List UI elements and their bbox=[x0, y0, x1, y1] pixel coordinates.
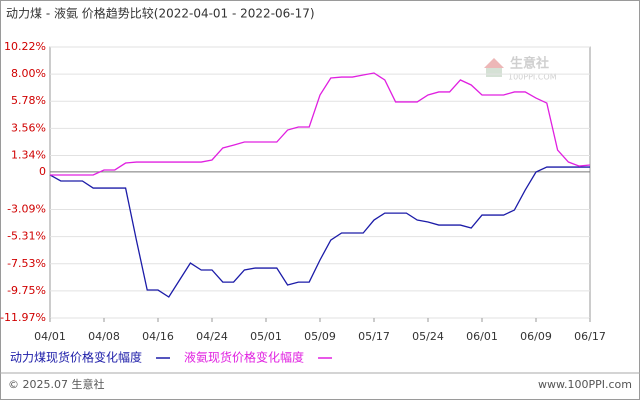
x-tick-label: 06/09 bbox=[520, 330, 552, 343]
series-line bbox=[50, 72, 591, 176]
y-tick-label: 0 bbox=[39, 165, 46, 178]
watermark-icon bbox=[484, 58, 504, 68]
footer-site: www.100PPI.com bbox=[538, 378, 632, 391]
x-tick-label: 06/01 bbox=[466, 330, 498, 343]
series-line bbox=[49, 166, 590, 298]
watermark: 生意社 100PPI.COM bbox=[484, 56, 557, 82]
footer-copyright: © 2025.07 生意社 bbox=[8, 377, 104, 391]
y-tick-label: -5.31% bbox=[7, 230, 46, 243]
y-tick-label: 8.00% bbox=[11, 67, 46, 80]
y-tick-label: 5.78% bbox=[11, 94, 46, 107]
x-tick-label: 04/01 bbox=[34, 330, 66, 343]
x-tick-label: 05/24 bbox=[412, 330, 444, 343]
legend-label: 液氨现货价格变化幅度 bbox=[184, 350, 304, 365]
x-tick-label: 05/09 bbox=[304, 330, 336, 343]
x-tick-label: 04/08 bbox=[88, 330, 120, 343]
x-tick-label: 05/17 bbox=[358, 330, 390, 343]
watermark-icon bbox=[486, 68, 502, 77]
watermark-name: 生意社 bbox=[510, 56, 549, 72]
x-tick-label: 04/16 bbox=[142, 330, 174, 343]
x-tick-label: 06/17 bbox=[574, 330, 606, 343]
watermark-site: 100PPI.COM bbox=[508, 73, 557, 82]
y-tick-label: 10.22% bbox=[4, 40, 46, 53]
y-tick-label: -11.97% bbox=[0, 311, 46, 324]
y-tick-label: 1.34% bbox=[11, 148, 46, 161]
y-tick-label: -9.75% bbox=[7, 284, 46, 297]
y-tick-label: -3.09% bbox=[7, 203, 46, 216]
y-tick-label: 3.56% bbox=[11, 121, 46, 134]
x-tick-label: 04/24 bbox=[196, 330, 228, 343]
legend-label: 动力煤现货价格变化幅度 bbox=[10, 350, 142, 365]
chart-title: 动力煤 - 液氨 价格趋势比较(2022-04-01 - 2022-06-17) bbox=[6, 6, 315, 21]
x-tick-label: 05/01 bbox=[250, 330, 282, 343]
y-tick-label: -7.53% bbox=[7, 257, 46, 270]
